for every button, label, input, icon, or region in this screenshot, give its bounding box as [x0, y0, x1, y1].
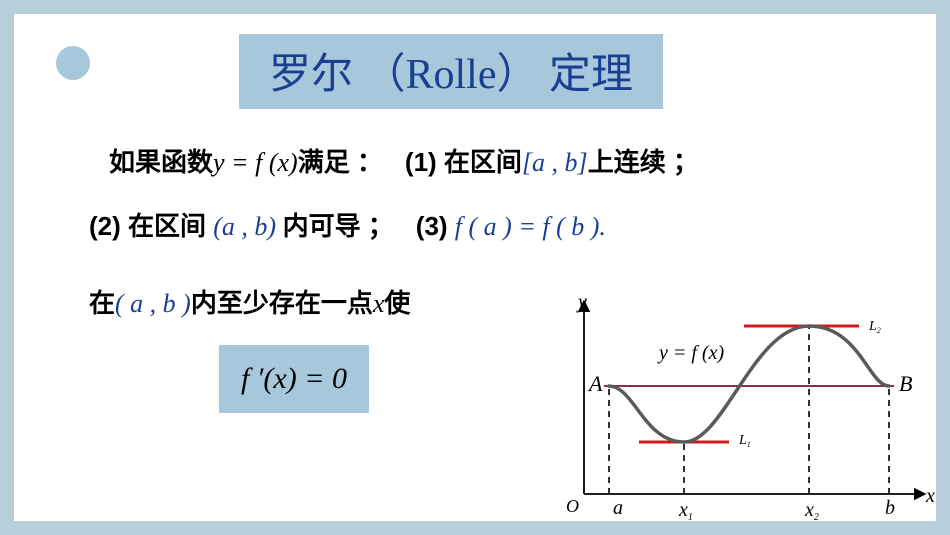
slide-frame: 罗尔 （Rolle） 定理 如果函数 y = f (x) 满足 ： (1) 在区… [14, 14, 936, 521]
cond3-num: (3) [416, 211, 455, 241]
concl-mid: 内至少存在一点 [191, 285, 373, 323]
svg-text:A: A [587, 371, 603, 396]
svg-text:x2: x2 [804, 499, 819, 523]
concl-xi: x [373, 285, 385, 323]
bullet-dot [56, 46, 90, 80]
premise-post: 满足 ： [298, 144, 383, 182]
formula-box: f ′(x) = 0 [219, 345, 369, 413]
cond-row-2: (2) 在区间 (a , b) 内可导 ； (3) f ( a ) = f ( … [89, 208, 889, 246]
svg-text:a: a [613, 497, 623, 519]
cond2-interval: (a , b) [213, 212, 276, 241]
cond2-num: (2) 在区间 [89, 211, 213, 241]
premise-eq: y = f (x) [213, 144, 298, 182]
cond1-num: (1) 在区间 [405, 144, 522, 182]
concl-pre: 在 [89, 285, 115, 323]
svg-text:y = f (x): y = f (x) [657, 342, 724, 364]
concl-interval: ( a , b ) [115, 285, 191, 323]
diagram: Ox y A Ba b x1 x2 L1 L2 y = f (x) [529, 294, 939, 529]
svg-text:L1: L1 [738, 433, 751, 449]
svg-text:L2: L2 [868, 319, 881, 335]
svg-text:y: y [576, 294, 587, 313]
cond2: (2) 在区间 (a , b) 内可导 ； [89, 208, 394, 246]
premise-pre: 如果函数 [109, 144, 213, 182]
cond1-interval: [a , b] [522, 144, 588, 182]
premise-row: 如果函数 y = f (x) 满足 ： (1) 在区间 [a , b] 上连续 … [89, 144, 889, 182]
cond3: (3) f ( a ) = f ( b ). [416, 208, 606, 246]
svg-text:B: B [899, 371, 912, 396]
svg-text:b: b [885, 497, 895, 519]
title: 罗尔 （Rolle） 定理 [239, 34, 663, 109]
cond3-eq: f ( a ) = f ( b ). [455, 212, 606, 241]
diagram-svg: Ox y A Ba b x1 x2 L1 L2 y = f (x) [529, 294, 939, 529]
cond1-txt: 上连续 ； [588, 144, 699, 182]
svg-text:x: x [925, 485, 935, 507]
svg-text:x1: x1 [678, 499, 693, 523]
svg-text:O: O [566, 496, 579, 516]
cond2-txt: 内可导 ； [283, 211, 394, 241]
concl-post: 使 [384, 285, 410, 323]
